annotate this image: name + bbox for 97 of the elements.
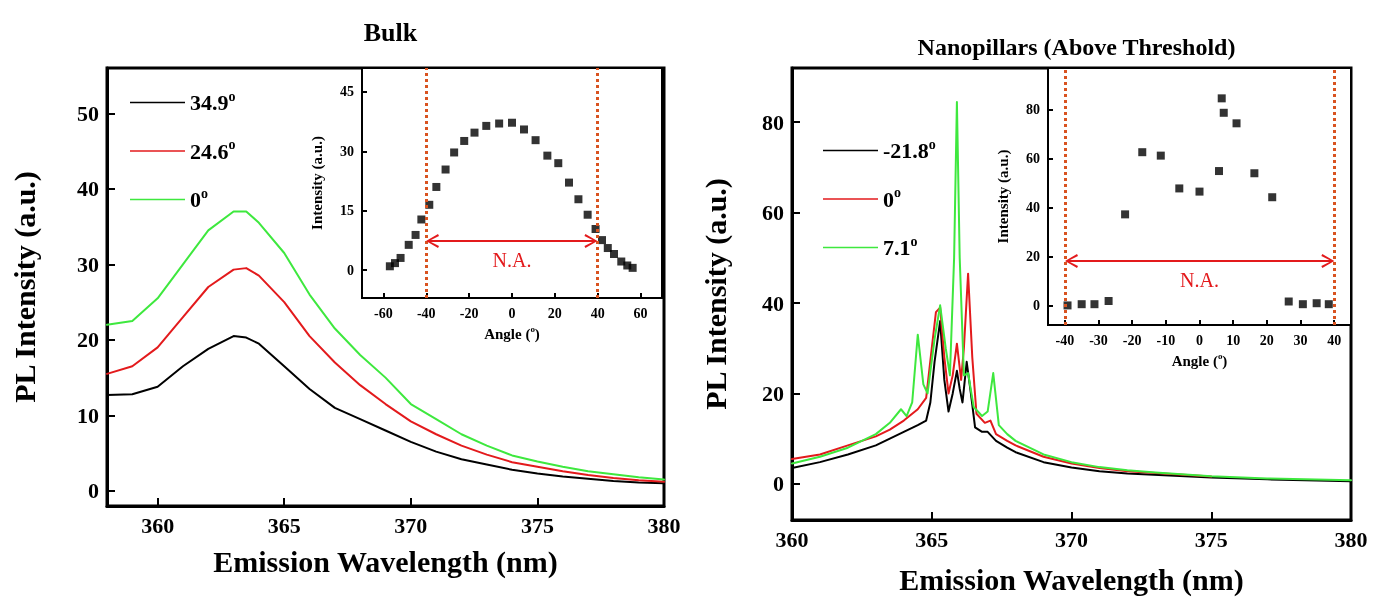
y-axis-title: PL Intensity (a.u.) <box>698 178 733 410</box>
y-tick-label: 45 <box>340 84 354 100</box>
x-tick-label: -20 <box>459 305 479 321</box>
x-tick-label: 370 <box>394 512 428 538</box>
point <box>543 151 552 160</box>
point <box>1298 300 1307 309</box>
point <box>495 119 504 128</box>
x-tick-label: -40 <box>416 305 436 321</box>
line-series <box>106 267 665 483</box>
point <box>460 136 469 145</box>
y-tick-label: 10 <box>77 402 99 428</box>
point <box>598 236 606 245</box>
point <box>610 249 618 258</box>
point <box>450 148 459 157</box>
point <box>1284 297 1293 306</box>
point <box>1175 184 1184 193</box>
x-tick-label: 375 <box>1194 526 1228 552</box>
y-tick-label: 0 <box>88 478 99 504</box>
point <box>1215 167 1224 176</box>
x-tick-label: 375 <box>520 512 554 538</box>
x-tick-label: 360 <box>775 526 809 552</box>
point <box>531 136 540 145</box>
line-series <box>791 100 1352 482</box>
point <box>1156 151 1165 160</box>
y-tick-label: 60 <box>762 200 784 226</box>
point <box>1138 148 1147 157</box>
y-tick-label: 80 <box>1026 102 1040 118</box>
point <box>1104 297 1113 306</box>
x-tick-label: 40 <box>1327 332 1342 348</box>
point <box>1268 193 1277 202</box>
x-tick-label: 0 <box>1196 332 1203 348</box>
point <box>441 165 450 174</box>
y-tick-label: 80 <box>762 109 784 135</box>
annotation: N.A. <box>1180 268 1219 292</box>
y-axis-title: PL Intensity (a.u.) <box>7 171 42 403</box>
x-tick-label: 20 <box>547 305 562 321</box>
y-tick-label: 30 <box>77 251 99 277</box>
y-tick-label: 0 <box>773 471 784 497</box>
y-tick-label: 20 <box>1026 248 1040 264</box>
point <box>1324 300 1333 309</box>
y-tick-label: 60 <box>1026 151 1040 167</box>
x-tick-label: 40 <box>590 305 605 321</box>
point <box>432 182 441 191</box>
x-tick-label: -20 <box>1122 332 1142 348</box>
point <box>1250 169 1259 178</box>
point <box>417 215 426 224</box>
point <box>1090 300 1099 309</box>
point <box>1121 210 1130 219</box>
x-tick-label: 10 <box>1226 332 1241 348</box>
point <box>396 253 405 262</box>
point <box>603 244 612 253</box>
y-tick-label: 30 <box>340 143 354 159</box>
y-tick-label: 50 <box>77 100 99 126</box>
x-tick-label: -30 <box>1089 332 1108 348</box>
x-tick-label: 20 <box>1259 332 1274 348</box>
y-axis-title: Intensity (a.u.) <box>994 149 1012 244</box>
point <box>411 230 420 239</box>
y-tick-label: 20 <box>762 380 784 406</box>
point <box>508 118 516 127</box>
x-axis-title: Emission Wavelength (nm) <box>899 562 1244 597</box>
x-tick-label: -60 <box>374 305 393 321</box>
point <box>1232 119 1241 128</box>
x-axis-title: Emission Wavelength (nm) <box>213 544 558 579</box>
point <box>574 195 583 204</box>
x-tick-label: -10 <box>1156 332 1176 348</box>
x-tick-label: 60 <box>633 305 648 321</box>
x-tick-label: 360 <box>141 512 175 538</box>
point <box>404 240 413 249</box>
chart-title: Nanopillars (Above Threshold) <box>917 34 1236 60</box>
annotation: N.A. <box>492 248 532 272</box>
x-tick-label: 30 <box>1293 332 1308 348</box>
point <box>391 259 399 268</box>
point <box>1077 300 1086 309</box>
x-tick-label: 380 <box>1334 526 1368 552</box>
x-tick-label: -40 <box>1055 332 1075 348</box>
point <box>1219 108 1228 117</box>
x-tick-label: 380 <box>647 512 681 538</box>
x-tick-label: 365 <box>267 512 301 538</box>
x-tick-label: 370 <box>1055 526 1088 552</box>
point <box>565 178 573 187</box>
point <box>554 159 563 168</box>
point <box>520 125 528 134</box>
y-axis-title: Intensity (a.u.) <box>308 136 326 230</box>
x-tick-label: 0 <box>508 305 516 321</box>
point <box>482 121 491 130</box>
point <box>628 263 637 272</box>
point <box>583 210 592 219</box>
y-tick-label: 40 <box>1026 200 1040 216</box>
point <box>1312 299 1321 308</box>
chart-title: Bulk <box>363 17 418 47</box>
y-tick-label: 40 <box>77 176 99 202</box>
point <box>470 128 479 137</box>
y-tick-label: 15 <box>340 203 354 219</box>
point <box>1195 187 1204 196</box>
point <box>1217 94 1226 103</box>
y-tick-label: 0 <box>347 262 354 278</box>
x-tick-label: 365 <box>915 526 949 552</box>
